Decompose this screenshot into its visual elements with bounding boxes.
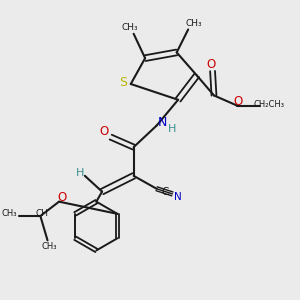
Text: CH₃: CH₃ (2, 209, 17, 218)
Text: O: O (58, 191, 67, 204)
Text: O: O (206, 58, 216, 71)
Text: CH₃: CH₃ (41, 242, 57, 251)
Text: CH₂CH₃: CH₂CH₃ (254, 100, 285, 109)
Text: C: C (161, 187, 169, 196)
Text: N: N (158, 116, 168, 129)
Text: N: N (174, 192, 182, 202)
Text: S: S (120, 76, 128, 89)
Text: H: H (76, 168, 84, 178)
Text: O: O (234, 95, 243, 108)
Text: CH₃: CH₃ (121, 23, 138, 32)
Text: O: O (100, 125, 109, 138)
Text: H: H (168, 124, 177, 134)
Text: CH₃: CH₃ (186, 19, 202, 28)
Text: CH: CH (35, 209, 48, 218)
